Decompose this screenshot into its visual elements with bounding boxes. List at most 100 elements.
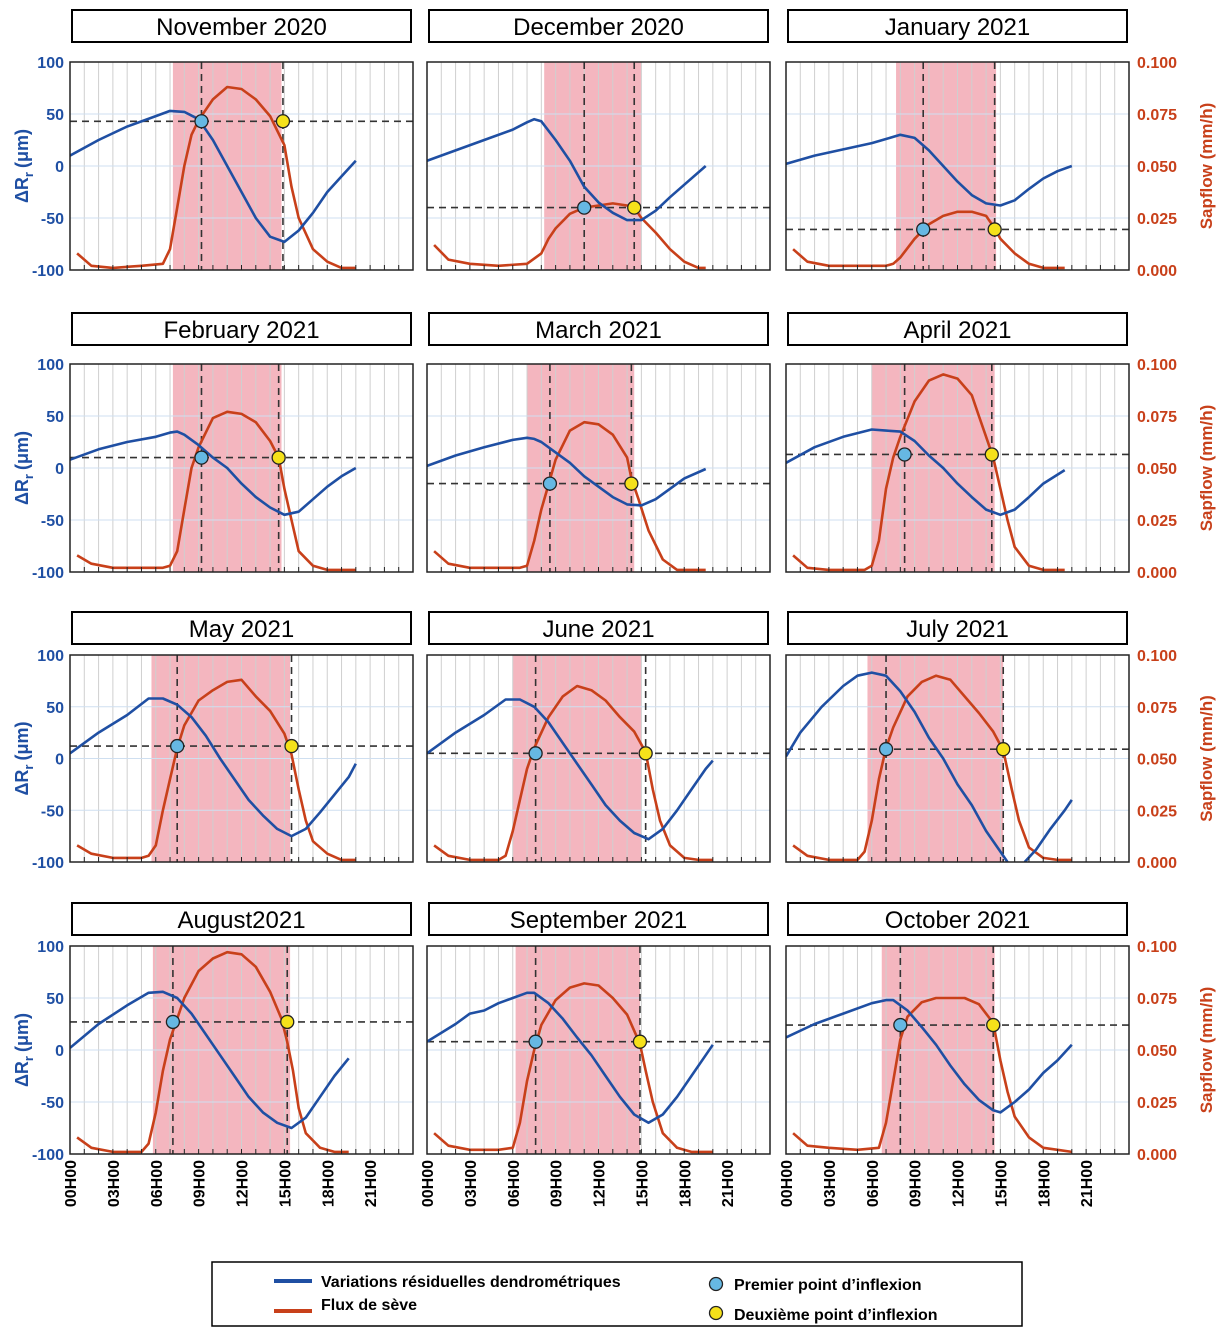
left-axis-label-main: ΔR — [12, 770, 32, 796]
right-tick-label: 0.000 — [1137, 263, 1177, 280]
left-tick-label: -50 — [41, 803, 64, 820]
first-inflection-point — [897, 447, 912, 462]
curves — [70, 678, 357, 862]
sapflow-line — [433, 420, 706, 572]
panel-title: December 2020 — [513, 14, 684, 41]
panels: November 2020100500-50-100ΔRr(μm)Decembe… — [12, 9, 1216, 1207]
sapflow-line — [433, 202, 706, 270]
left-tick-label: 100 — [37, 357, 64, 374]
first-inflection-point — [542, 476, 558, 491]
left-axis-label-main: ΔR — [12, 177, 32, 203]
right-tick-label: 0.000 — [1137, 565, 1177, 582]
left-axis-label-sub: r — [21, 765, 36, 770]
right-tick-label: 0.025 — [1137, 211, 1177, 228]
legend-first-point-marker — [708, 1276, 724, 1292]
second-inflection-point — [996, 742, 1011, 757]
right-tick-label: 0.050 — [1137, 461, 1177, 478]
right-tick-label: 0.000 — [1137, 1147, 1177, 1164]
panel-6: April 2021 0.100 0.075 0.050 0.025 0.000 Sapfl… — [785, 312, 1216, 582]
panel-title-box — [428, 312, 769, 346]
x-tick-label: 18H00 — [320, 1160, 337, 1207]
panel-2: December 2020 — [426, 9, 771, 271]
x-tick-label: 06H00 — [506, 1160, 523, 1207]
residual-line — [70, 109, 357, 244]
residual-line — [786, 133, 1073, 207]
curves — [70, 85, 357, 270]
left-axis-label-unit: (μm) — [12, 431, 32, 470]
legend: Variations résiduelles dendrométriques F… — [211, 1261, 1023, 1327]
right-tick-label: 0.100 — [1137, 55, 1177, 72]
left-tick-label: -100 — [32, 263, 64, 280]
panel-title-box — [71, 9, 412, 43]
left-tick-label: -50 — [41, 211, 64, 228]
panel-12: October 2021 0.100 0.075 0.050 0.025 0.000 Sap… — [779, 902, 1216, 1207]
right-tick-label: 0.025 — [1137, 513, 1177, 530]
right-tick-label: 0.050 — [1137, 752, 1177, 769]
right-tick-label: 0.050 — [1137, 159, 1177, 176]
curves — [786, 671, 1073, 862]
right-tick-label: 0.075 — [1137, 700, 1177, 717]
left-tick-label: 50 — [46, 991, 64, 1008]
left-axis-label-unit: (μm) — [12, 1013, 32, 1052]
second-inflection-point — [624, 476, 639, 491]
second-inflection-point — [271, 450, 286, 465]
curves — [70, 410, 357, 572]
panel-8: June 2021 — [426, 611, 771, 863]
curves — [427, 117, 707, 270]
first-inflection-point — [194, 114, 209, 129]
panel-title-box — [428, 902, 769, 936]
legend-residual-label: Variations résiduelles dendrométriques — [321, 1274, 621, 1291]
panel-title: November 2020 — [156, 14, 327, 41]
panel-1: November 2020 100 50 0 -50 -100 ΔRr (μm) — [12, 9, 414, 280]
first-inflection-point — [878, 742, 894, 757]
second-inflection-point — [280, 1014, 295, 1030]
legend-first-point-label: Premier point d’inflexion — [734, 1277, 922, 1294]
right-axis-label: Sapflow (mm/h) — [1197, 695, 1216, 822]
left-axis-label-unit: (μm) — [12, 129, 32, 168]
first-inflection-point — [170, 738, 185, 754]
x-tick-label: 03H00 — [106, 1160, 123, 1207]
panel-title: May 2021 — [189, 616, 294, 643]
left-axis-label: ΔRr (μm) — [12, 721, 36, 795]
panel-title: June 2021 — [542, 616, 654, 643]
x-tick-label: 18H00 — [677, 1160, 694, 1207]
left-tick-label: 50 — [46, 700, 64, 717]
second-inflection-point — [275, 114, 291, 129]
residual-line — [427, 117, 707, 222]
right-tick-label: 0.025 — [1137, 803, 1177, 820]
second-inflection-point — [627, 200, 642, 215]
left-tick-label: 100 — [37, 939, 64, 956]
sapflow-line — [76, 410, 356, 572]
panel-title: July 2021 — [906, 616, 1009, 643]
x-tick-label: 06H00 — [865, 1160, 882, 1207]
panel-title-box — [787, 611, 1128, 645]
left-tick-label: -100 — [32, 565, 64, 582]
x-tick-label: 21H00 — [720, 1160, 737, 1207]
left-tick-label: 0 — [55, 461, 64, 478]
residual-line-tail — [1023, 799, 1073, 862]
left-tick-label: -100 — [32, 1147, 64, 1164]
panel-9: July 2021 0.100 0.075 0.050 0.025 0.000 Sapflo… — [785, 611, 1216, 872]
left-axis-label: ΔRr (μm) — [12, 1013, 36, 1087]
residual-line — [786, 998, 1073, 1114]
left-axis-label: ΔRr (μm) — [12, 431, 36, 505]
sapflow-line — [76, 85, 356, 270]
panel-7: May 2021 100 50 0 -50 -100 ΔRr (μm) — [12, 611, 414, 872]
residual-line — [427, 436, 707, 507]
left-tick-label: 0 — [55, 752, 64, 769]
residual-line — [427, 698, 714, 841]
left-axis-label-sub: r — [21, 1056, 36, 1061]
second-inflection-point — [638, 746, 653, 761]
left-axis-label-sub: r — [21, 474, 36, 479]
right-tick-label: 0.100 — [1137, 357, 1177, 374]
panel-title: September 2021 — [510, 907, 687, 934]
second-inflection-point — [632, 1034, 648, 1049]
x-tick-label: 12H00 — [592, 1160, 609, 1207]
panel-title: February 2021 — [163, 317, 319, 344]
sapflow-line — [792, 373, 1065, 572]
residual-line — [70, 990, 350, 1130]
legend-sapflow-label: Flux de sève — [321, 1297, 417, 1314]
first-inflection-point — [528, 746, 543, 761]
panel-title-box — [428, 9, 769, 43]
panel-3: January 2021 0.100 0.075 0.050 0.025 0.000 Sap… — [785, 9, 1216, 280]
